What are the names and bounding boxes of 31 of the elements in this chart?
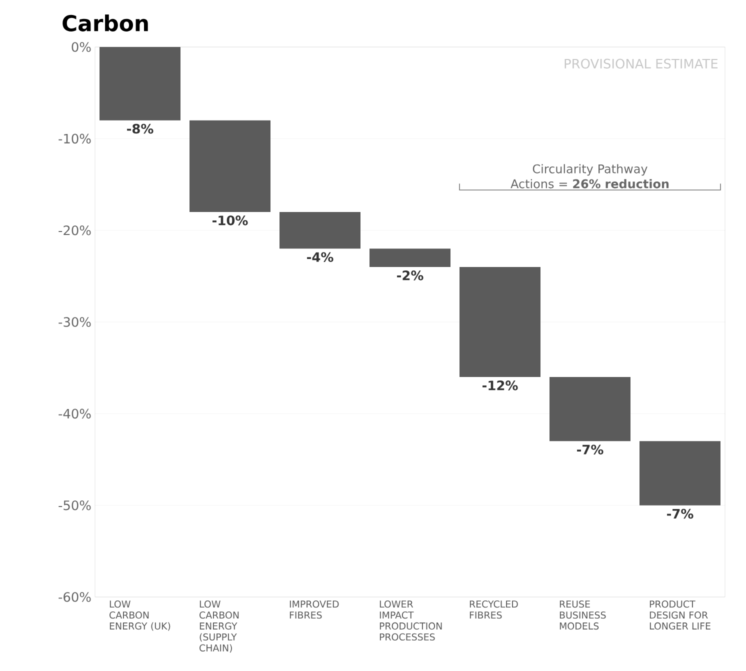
- annotation: PROVISIONAL ESTIMATE: [564, 58, 718, 69]
- y-tick-label: -10%: [58, 134, 91, 144]
- y-tick-label: -40%: [58, 408, 91, 419]
- data-label: -10%: [212, 216, 248, 226]
- y-tick-label: -60%: [58, 592, 91, 602]
- bar: [190, 120, 270, 212]
- bar: [640, 441, 720, 506]
- x-tick-label: IMPROVED FIBRES: [290, 600, 339, 619]
- x-tick-label: LOWER IMPACT PRODUCTION PROCESSES: [380, 600, 442, 641]
- annotation: Circularity Pathway Actions = 26% reduction: [510, 164, 669, 188]
- chart-title: Carbon: [62, 14, 148, 32]
- data-label: -2%: [397, 270, 424, 280]
- data-label: -12%: [482, 380, 518, 390]
- x-tick-label: LOW CARBON ENERGY (UK): [110, 600, 170, 631]
- bar: [550, 377, 630, 442]
- bar: [370, 248, 450, 267]
- data-label: -7%: [577, 444, 604, 454]
- x-tick-label: REUSE BUSINESS MODELS: [560, 600, 606, 630]
- x-tick-label: RECYCLED FIBRES: [470, 600, 518, 619]
- x-tick-label: PRODUCT DESIGN FOR LONGER LIFE: [650, 600, 710, 630]
- y-tick-label: -20%: [58, 225, 91, 236]
- bar: [280, 212, 360, 249]
- bar: [100, 47, 180, 120]
- bar: [460, 267, 540, 377]
- x-tick-label: LOW CARBON ENERGY (SUPPLY CHAIN): [200, 600, 239, 653]
- y-tick-label: 0%: [72, 42, 91, 52]
- data-label: -7%: [667, 508, 694, 519]
- y-tick-label: -30%: [58, 317, 91, 327]
- data-label: -8%: [127, 124, 154, 134]
- data-label: -4%: [307, 252, 334, 262]
- y-tick-label: -50%: [58, 500, 91, 510]
